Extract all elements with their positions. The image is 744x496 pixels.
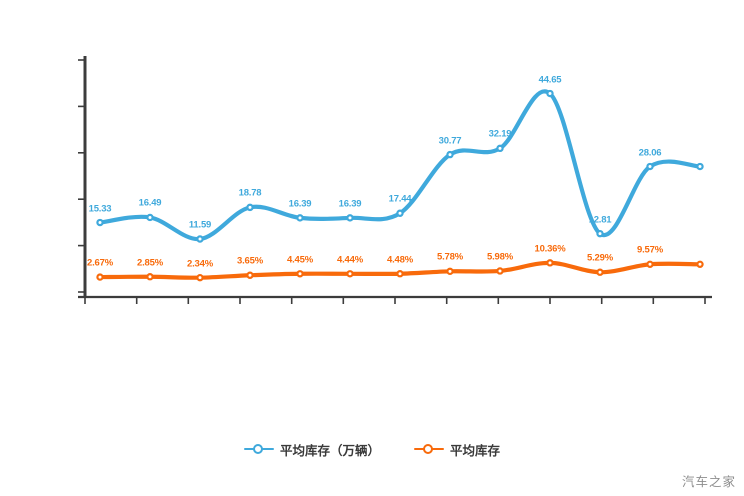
series-markers-orange [96,259,704,282]
data-point-marker[interactable] [296,214,304,222]
data-point-marker[interactable] [96,218,104,227]
data-point-marker[interactable] [96,273,104,281]
x-axis [78,295,712,304]
legend-label-blue: 平均库存（万辆） [279,443,380,458]
data-point-marker[interactable] [296,270,304,278]
legend-label-orange: 平均库存 [450,443,501,458]
data-point-marker[interactable] [646,260,654,269]
data-point-marker[interactable] [446,267,454,276]
legend-marker-orange-icon [414,442,444,456]
y-axis [78,56,87,298]
data-point-marker[interactable] [696,260,704,269]
data-point-marker[interactable] [646,162,654,171]
data-point-marker[interactable] [346,270,354,278]
data-point-marker[interactable] [396,209,404,217]
data-point-marker[interactable] [146,273,154,281]
data-point-marker[interactable] [196,235,204,243]
data-point-marker[interactable] [496,144,504,153]
data-point-marker[interactable] [146,213,154,222]
data-point-marker[interactable] [696,162,704,171]
data-point-marker[interactable] [596,268,604,276]
data-point-marker[interactable] [496,267,504,275]
y-axis-ticks [78,59,85,293]
legend-item-blue[interactable]: 平均库存（万辆） [243,440,380,459]
data-point-marker[interactable] [396,270,404,278]
data-point-marker[interactable] [196,273,204,282]
plot-area: 15.33 16.49 11.59 18.78 16.39 16.39 17.44 30.77… [78,56,712,304]
legend-marker-blue-icon [243,442,274,456]
watermark-autohome: 汽车之家 [681,475,736,489]
data-point-marker[interactable] [246,271,254,279]
chart-canvas [78,56,712,304]
data-point-marker[interactable] [346,214,354,222]
x-axis-ticks [84,297,706,304]
data-point-marker[interactable] [546,259,554,267]
data-point-marker[interactable] [596,229,604,238]
series-markers-blue [96,89,704,243]
legend-item-orange[interactable]: 平均库存 [414,440,500,459]
data-point-marker[interactable] [246,203,254,212]
chart-legend: 平均库存（万辆） 平均库存 [0,436,744,462]
data-point-marker[interactable] [446,150,454,159]
data-point-marker[interactable] [546,89,554,98]
